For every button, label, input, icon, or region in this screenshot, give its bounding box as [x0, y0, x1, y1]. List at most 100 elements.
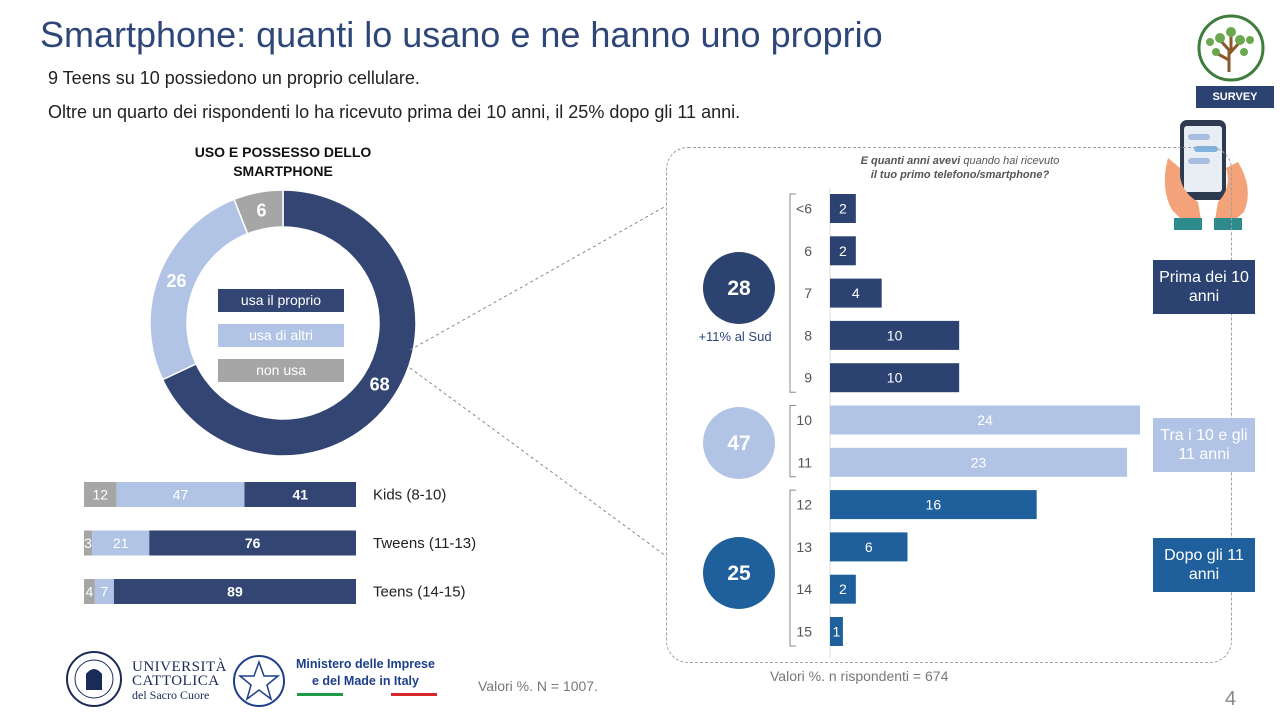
stacked-bar-segment [149, 530, 356, 556]
legend-item-usa-di-altri: usa di altri [218, 324, 344, 347]
group-total-value: 28 [727, 277, 751, 300]
stacked-bar-value: 3 [84, 535, 92, 551]
stacked-bar-category: Tweens (11-13) [373, 535, 476, 552]
stacked-bar-segment [244, 482, 356, 507]
group-bracket [789, 405, 796, 478]
age-category-label: <6 [796, 201, 812, 217]
donut-value-label: 26 [167, 271, 187, 291]
group-bracket [789, 193, 796, 393]
age-category-label: 14 [796, 581, 812, 597]
age-bar-value: 10 [887, 370, 903, 386]
stacked-bar-segment [94, 579, 114, 604]
donut-chart-title: USO E POSSESSO DELLO SMARTPHONE [194, 144, 372, 179]
ucsc-seal-logo [66, 651, 122, 707]
group-tag-10-11: Tra i 10 e gli 11 anni [1153, 418, 1255, 472]
group-note: +11% al Sud [698, 329, 771, 344]
hands-smartphone-icon [1164, 120, 1248, 230]
subtitle-1: 9 Teens su 10 possiedono un proprio cell… [48, 68, 420, 88]
age-bar [830, 617, 843, 646]
question-text: E quanti anni avevi quando hai ricevuto … [760, 154, 1160, 182]
age-category-label: 10 [796, 412, 812, 428]
group-total-value: 47 [727, 432, 750, 455]
donut-chart: 68 26 6 [150, 190, 416, 456]
stacked-bar-segment [116, 482, 245, 507]
stacked-bar-segment [84, 530, 93, 556]
legend-label: usa di altri [249, 327, 313, 343]
question-line2: il tuo primo telefono/smartphone? [870, 169, 1050, 181]
age-category-label: 13 [796, 539, 812, 555]
note-right: Valori %. n rispondenti = 674 [770, 668, 949, 684]
age-category-label: 8 [804, 327, 812, 343]
mimit-line2: e del Made in Italy [311, 674, 419, 688]
legend-label: usa il proprio [240, 292, 322, 308]
mimit-line1: Ministero delle Imprese [296, 657, 435, 671]
stacked-bar-segment [84, 579, 95, 604]
age-bar-value: 2 [839, 581, 847, 597]
age-bar [830, 447, 1128, 477]
stacked-bar-value: 12 [93, 487, 109, 503]
connector-lines [409, 205, 667, 557]
stacked-bar-category: Teens (14-15) [373, 584, 466, 601]
donut-slice-non-usa [233, 190, 284, 235]
note-left: Valori %. N = 1007. [478, 678, 598, 694]
page-number: 4 [1225, 688, 1237, 710]
subtitle-2: Oltre un quarto dei rispondenti lo ha ri… [48, 102, 741, 122]
donut-value-label: 68 [370, 374, 390, 394]
age-bar [830, 363, 960, 393]
donut-slice-usa-il-proprio [161, 190, 416, 456]
age-category-label: 15 [796, 624, 812, 640]
age-category-label: 12 [796, 497, 812, 513]
stacked-bar-value: 21 [113, 535, 129, 551]
age-bar-chart: 2<6264710810924102311161261321411528+11%… [698, 188, 1140, 658]
stacked-bar-chart: 12 47 41 Kids (8-10) 3 21 76 Tweens (11-13) 4 7 89… [84, 482, 476, 604]
age-bar-value: 4 [852, 285, 860, 301]
donut-value-label: 6 [257, 201, 267, 221]
group-bracket [789, 489, 796, 647]
ucsc-text: UNIVERSITÀ CATTOLICA del Sacro Cuore [132, 659, 227, 703]
group-tag-before-10: Prima dei 10 anni [1153, 260, 1255, 314]
question-bold: E quanti anni avevi [860, 155, 961, 167]
group-total-circle [703, 252, 775, 324]
group-tag-after-11: Dopo gli 11 anni [1153, 538, 1255, 592]
question-rest: quando hai ricevuto [960, 155, 1060, 167]
stacked-bar-value: 4 [86, 584, 94, 600]
age-category-label: 7 [804, 285, 812, 301]
legend-item-non-usa: non usa [218, 359, 344, 382]
stacked-bar-value: 89 [227, 584, 243, 600]
age-bar-value: 16 [926, 497, 942, 513]
age-bar-value: 2 [839, 243, 847, 259]
age-bar-value: 23 [971, 454, 987, 470]
ucsc-line3: del Sacro Cuore [132, 688, 210, 702]
stacked-bar-value: 76 [245, 535, 261, 551]
age-bar [830, 574, 856, 604]
italian-republic-emblem [233, 655, 285, 707]
italian-flag-stripe [297, 693, 437, 696]
age-bar [830, 278, 882, 308]
age-bar-value: 10 [887, 327, 903, 343]
age-bar-value: 1 [833, 624, 841, 640]
age-category-label: 6 [804, 243, 812, 259]
age-category-label: 11 [797, 454, 812, 470]
age-bar-value: 6 [865, 539, 873, 555]
age-bar [830, 236, 856, 266]
stacked-bar-value: 7 [101, 584, 109, 600]
group-total-circle [703, 407, 775, 479]
mimit-text: Ministero delle Imprese e del Made in It… [296, 656, 435, 690]
age-bar [830, 490, 1037, 520]
age-bar [830, 532, 908, 562]
stacked-bar-value: 41 [292, 487, 308, 503]
group-total-value: 25 [727, 562, 751, 585]
survey-badge: SURVEY [1196, 86, 1274, 108]
age-detail-panel [666, 147, 1232, 663]
legend-item-usa-il-proprio: usa il proprio [218, 289, 344, 312]
age-bar-value: 24 [977, 412, 993, 428]
stacked-bar-segment [84, 482, 117, 507]
survey-tree-logo [1197, 14, 1265, 82]
stacked-bar-value: 47 [173, 487, 189, 503]
age-bar [830, 405, 1140, 435]
stacked-bar-category: Kids (8-10) [373, 487, 446, 504]
ucsc-line1: UNIVERSITÀ [132, 659, 227, 675]
age-category-label: 9 [804, 370, 812, 386]
page-title: Smartphone: quanti lo usano e ne hanno u… [40, 14, 883, 55]
age-bar [830, 320, 960, 350]
